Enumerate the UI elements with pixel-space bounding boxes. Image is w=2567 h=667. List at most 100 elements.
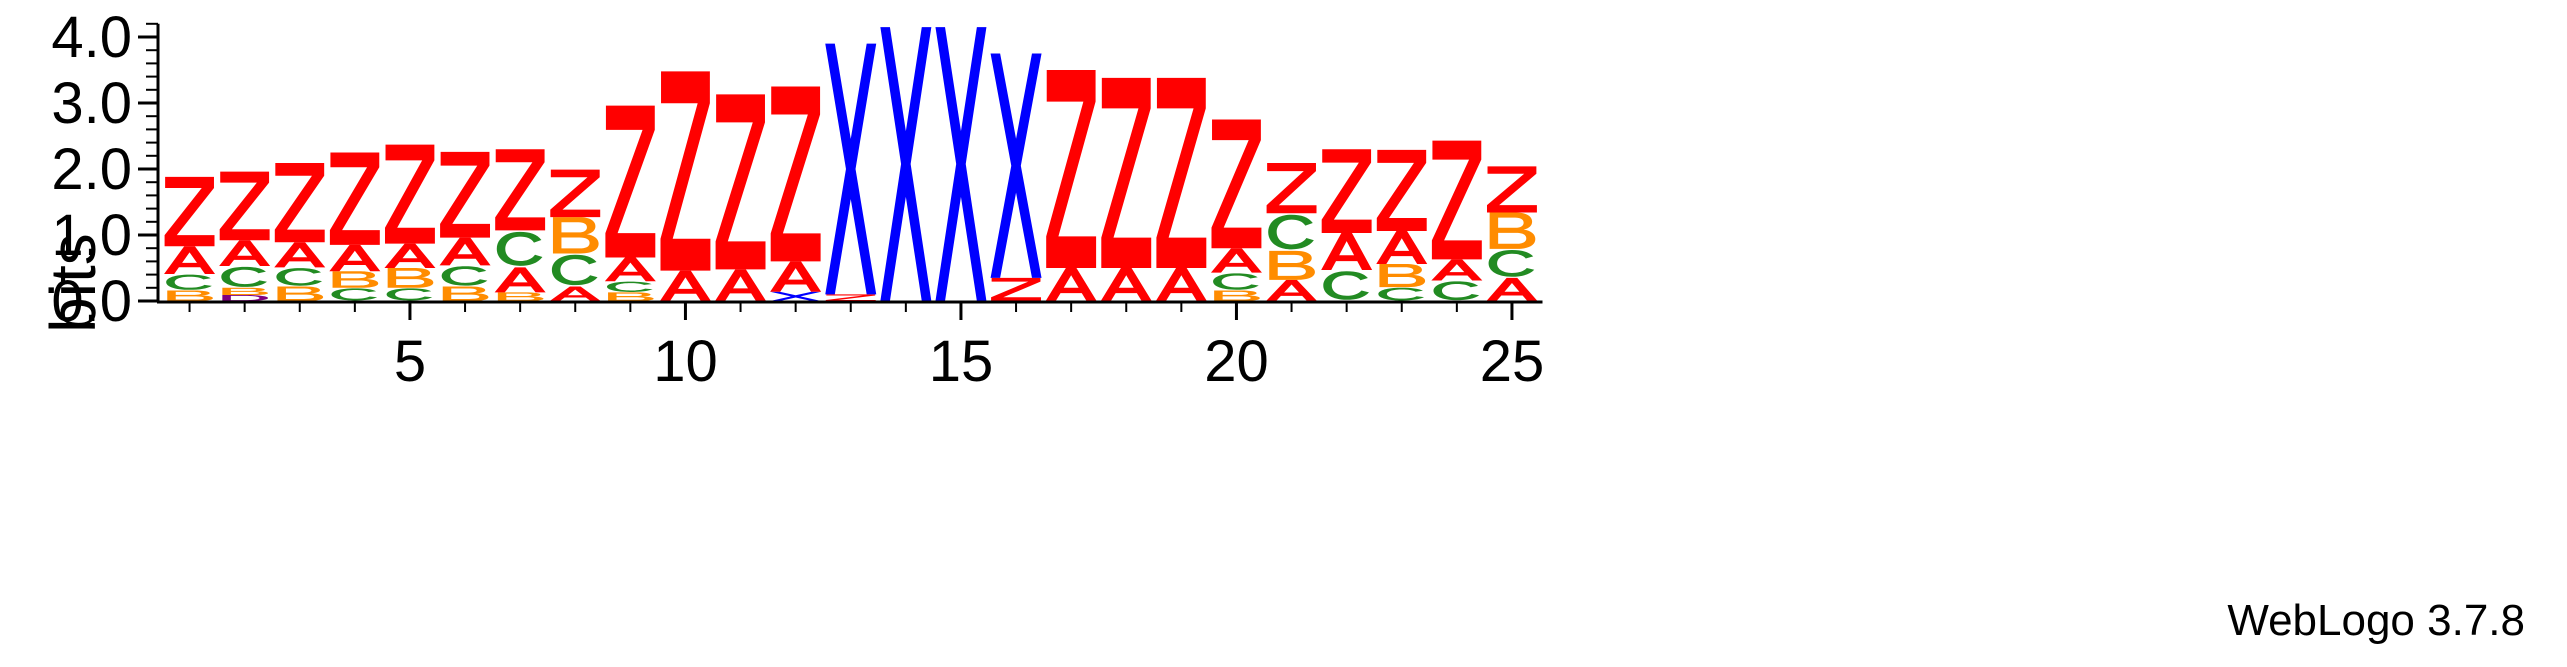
- logo-letter-b: [1489, 212, 1536, 249]
- y-tick-label: 3.0: [51, 71, 132, 136]
- y-axis-label: bits: [37, 233, 109, 333]
- logo-letter-c: [1323, 271, 1369, 300]
- logo-letter-x: [825, 43, 877, 295]
- logo-letter-x: [880, 27, 932, 301]
- logo-letter-z: [660, 71, 711, 271]
- logo-column-3: [274, 163, 326, 301]
- logo-letter-d: [222, 295, 269, 301]
- logo-letter-z: [715, 94, 766, 270]
- logo-letter-a: [1321, 233, 1373, 270]
- x-tick-label: 10: [653, 329, 718, 394]
- logo-column-17: [1045, 70, 1097, 301]
- logo-letter-c: [1213, 273, 1259, 290]
- logo-column-25: [1486, 166, 1538, 301]
- logo-letter-b: [1214, 290, 1260, 301]
- logo-letter-z: [991, 277, 1042, 301]
- x-tick-label: 20: [1204, 329, 1269, 394]
- logo-letter-b: [497, 292, 544, 301]
- logo-letter-b: [552, 217, 599, 254]
- logo-letter-z: [1156, 77, 1207, 268]
- logo-column-1: [164, 176, 216, 301]
- logo-column-16: [990, 53, 1042, 301]
- logo-letter-z: [1211, 119, 1262, 249]
- logo-letter-x: [770, 291, 822, 301]
- logo-letter-b: [387, 268, 434, 288]
- x-tick-label: 5: [394, 329, 426, 394]
- logo-letter-b: [167, 290, 213, 301]
- logo-letter-z: [1046, 70, 1097, 268]
- plot-area: [164, 27, 1538, 302]
- logo-letter-c: [331, 288, 378, 301]
- logo-column-2: [219, 171, 271, 301]
- logo-letter-c: [221, 266, 267, 287]
- logo-letter-a: [329, 244, 381, 272]
- logo-letter-a: [1431, 259, 1483, 281]
- logo-letter-c: [1488, 250, 1535, 277]
- logo-letter-a: [770, 261, 822, 292]
- y-tick-label: 2.0: [51, 137, 132, 202]
- logo-letter-z: [550, 169, 601, 218]
- logo-letter-z: [219, 171, 270, 241]
- axes: 0.01.02.03.04.0 5 10 15 20 25: [51, 5, 1544, 394]
- logo-column-15: [935, 27, 987, 301]
- logo-column-13: [825, 43, 877, 301]
- logo-letter-a: [219, 240, 271, 267]
- logo-letter-b: [332, 271, 379, 288]
- logo-letter-b: [277, 286, 324, 301]
- logo-letter-z: [495, 149, 546, 231]
- logo-letter-c: [386, 288, 433, 301]
- logo-letter-b: [1269, 250, 1315, 280]
- logo-letter-b: [442, 286, 489, 301]
- logo-letter-z: [164, 176, 215, 247]
- logo-letter-c: [551, 254, 598, 286]
- logo-column-19: [1155, 77, 1207, 301]
- logo-column-18: [1100, 77, 1152, 301]
- logo-column-9: [604, 105, 656, 301]
- logo-letter-c: [166, 274, 212, 290]
- logo-letter-x: [935, 27, 987, 301]
- logo-letter-a: [1266, 279, 1318, 301]
- x-tick-label: 25: [1480, 329, 1545, 394]
- logo-letter-a: [1100, 268, 1152, 301]
- logo-letter-z: [1101, 77, 1152, 268]
- logo-letter-b: [1379, 264, 1426, 288]
- logo-letter-b: [222, 287, 269, 296]
- logo-letter-a: [1486, 277, 1538, 301]
- logo-letter-z: [1376, 149, 1427, 232]
- logo-letter-a: [1045, 268, 1097, 301]
- y-tick-label: 1.0: [51, 203, 132, 268]
- logo-letter-c: [441, 266, 488, 286]
- logo-letter-a: [1210, 248, 1262, 273]
- logo-letter-z: [274, 163, 325, 243]
- logo-column-6: [439, 151, 491, 301]
- logo-letter-z: [384, 144, 435, 244]
- logo-letter-a: [659, 270, 711, 302]
- logo-letter-z: [1431, 140, 1482, 260]
- logo-letter-c: [1433, 281, 1480, 301]
- logo-letter-a: [164, 246, 216, 274]
- logo-letter-z: [1321, 149, 1372, 234]
- logo-letter-z: [825, 294, 876, 301]
- logo-letter-a: [384, 243, 436, 268]
- logo-column-12: [770, 86, 822, 301]
- logo-letter-c: [1378, 287, 1425, 301]
- weblogo-credit: WebLogo 3.7.8: [2227, 596, 2525, 645]
- logo-letter-a: [494, 267, 546, 293]
- logo-letter-c: [1268, 214, 1314, 250]
- logo-column-11: [715, 94, 767, 301]
- logo-column-8: [549, 169, 601, 301]
- logo-letter-z: [770, 86, 821, 262]
- logo-column-21: [1266, 163, 1318, 301]
- logo-letter-a: [604, 257, 656, 282]
- logo-letter-z: [329, 152, 380, 245]
- logo-letter-z: [440, 151, 491, 238]
- logo-column-14: [880, 27, 932, 301]
- logo-letter-c: [276, 268, 323, 286]
- logo-column-4: [329, 152, 381, 301]
- logo-column-7: [494, 149, 546, 301]
- logo-letter-z: [605, 105, 656, 258]
- logo-letter-a: [274, 242, 326, 268]
- y-tick-label: 4.0: [51, 5, 132, 70]
- logo-letter-z: [1486, 166, 1537, 213]
- logo-column-22: [1321, 149, 1373, 300]
